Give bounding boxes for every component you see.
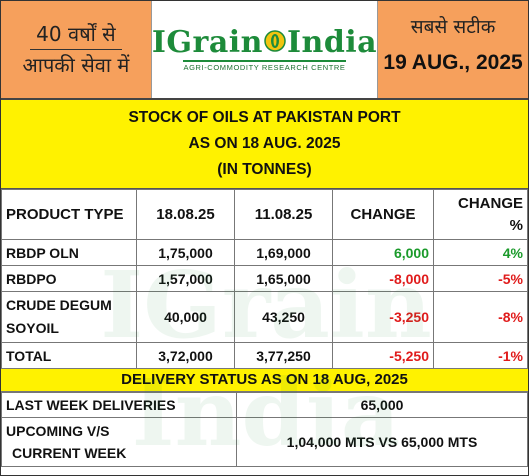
stock-table: PRODUCT TYPE 18.08.25 11.08.25 CHANGE CH…: [1, 189, 528, 369]
cell-change-pct: -1%: [433, 342, 528, 369]
header-change: CHANGE: [332, 189, 434, 240]
cell-value-2: 1,69,000: [234, 239, 333, 266]
brand-logo: IGrain India AGRI-COMMODITY RESEARCH CEN…: [150, 1, 379, 98]
logo-subtitle: AGRI-COMMODITY RESEARCH CENTRE: [183, 59, 346, 72]
cell-change: 6,000: [332, 239, 434, 266]
delivery-table: LAST WEEK DELIVERIES 65,000 UPCOMING V/S…: [1, 392, 528, 467]
logo-text-india: India: [286, 24, 378, 60]
grain-icon: [264, 29, 286, 52]
cell-value-1: 1,75,000: [136, 239, 235, 266]
last-week-value: 65,000: [236, 392, 528, 418]
cell-product: TOTAL: [1, 342, 137, 369]
table-row: RBDP OLN 1,75,000 1,69,000 6,000 4%: [1, 239, 528, 266]
table-row: RBDPO 1,57,000 1,65,000 -8,000 -5%: [1, 265, 528, 292]
delivery-status-band: DELIVERY STATUS AS ON 18 AUG, 2025: [1, 369, 528, 392]
table-row: CRUDE DEGUM SOYOIL 40,000 43,250 -3,250 …: [1, 291, 528, 343]
cell-value-2: 1,65,000: [234, 265, 333, 292]
logo-text-igrain: IGrain: [151, 24, 263, 60]
title-line-1: STOCK OF OILS AT PAKISTAN PORT: [128, 109, 401, 126]
report-date: 19 AUG., 2025: [383, 51, 523, 74]
header-change-pct-line-1: CHANGE: [457, 194, 523, 212]
cell-value-2: 43,250: [234, 291, 333, 343]
cell-change: -3,250: [332, 291, 434, 343]
upcoming-label: UPCOMING V/S CURRENT WEEK: [1, 417, 237, 467]
title-line-3: (IN TONNES): [217, 161, 312, 178]
cell-change-pct: -5%: [433, 265, 528, 292]
title-line-2: AS ON 18 AUG. 2025: [188, 135, 341, 152]
header-tagline-left: 40 वर्षों से आपकी सेवा में: [1, 1, 151, 98]
header-change-pct: CHANGE %: [433, 189, 528, 240]
header-change-pct-line-2: %: [509, 216, 523, 234]
upcoming-label-line-1: UPCOMING V/S: [6, 423, 110, 439]
header-banner: 40 वर्षों से आपकी सेवा में IGrain India …: [1, 1, 528, 100]
header-date-2: 11.08.25: [234, 189, 333, 240]
header-right: सबसे सटीक 19 AUG., 2025: [378, 1, 528, 98]
cell-change-pct: 4%: [433, 239, 528, 266]
title-band: STOCK OF OILS AT PAKISTAN PORT AS ON 18 …: [1, 100, 528, 189]
upcoming-label-line-2: CURRENT WEEK: [12, 445, 127, 461]
cell-change: -5,250: [332, 342, 434, 369]
cell-change-pct: -8%: [433, 291, 528, 343]
cell-value-1: 1,57,000: [136, 265, 235, 292]
cell-product: CRUDE DEGUM SOYOIL: [1, 291, 137, 343]
upcoming-value: 1,04,000 MTS VS 65,000 MTS: [236, 417, 528, 467]
slogan: सबसे सटीक: [410, 16, 496, 38]
cell-value-2: 3,77,250: [234, 342, 333, 369]
table-row: LAST WEEK DELIVERIES 65,000: [1, 392, 528, 418]
header-date-1: 18.08.25: [136, 189, 235, 240]
cell-product-line-1: CRUDE DEGUM: [6, 297, 112, 313]
cell-value-1: 3,72,000: [136, 342, 235, 369]
cell-product-line-2: SOYOIL: [6, 320, 59, 336]
cell-value-1: 40,000: [136, 291, 235, 343]
cell-product: RBDPO: [1, 265, 137, 292]
tagline-line-1: 40 वर्षों से: [30, 19, 122, 50]
last-week-label: LAST WEEK DELIVERIES: [1, 392, 237, 418]
header-product-type: PRODUCT TYPE: [1, 189, 137, 240]
logo-wordmark: IGrain India: [151, 24, 378, 60]
cell-product: RBDP OLN: [1, 239, 137, 266]
table-row-total: TOTAL 3,72,000 3,77,250 -5,250 -1%: [1, 342, 528, 369]
table-header-row: PRODUCT TYPE 18.08.25 11.08.25 CHANGE CH…: [1, 189, 528, 240]
cell-change: -8,000: [332, 265, 434, 292]
table-row: UPCOMING V/S CURRENT WEEK 1,04,000 MTS V…: [1, 417, 528, 467]
tagline-line-2: आपकी सेवा में: [22, 53, 130, 77]
